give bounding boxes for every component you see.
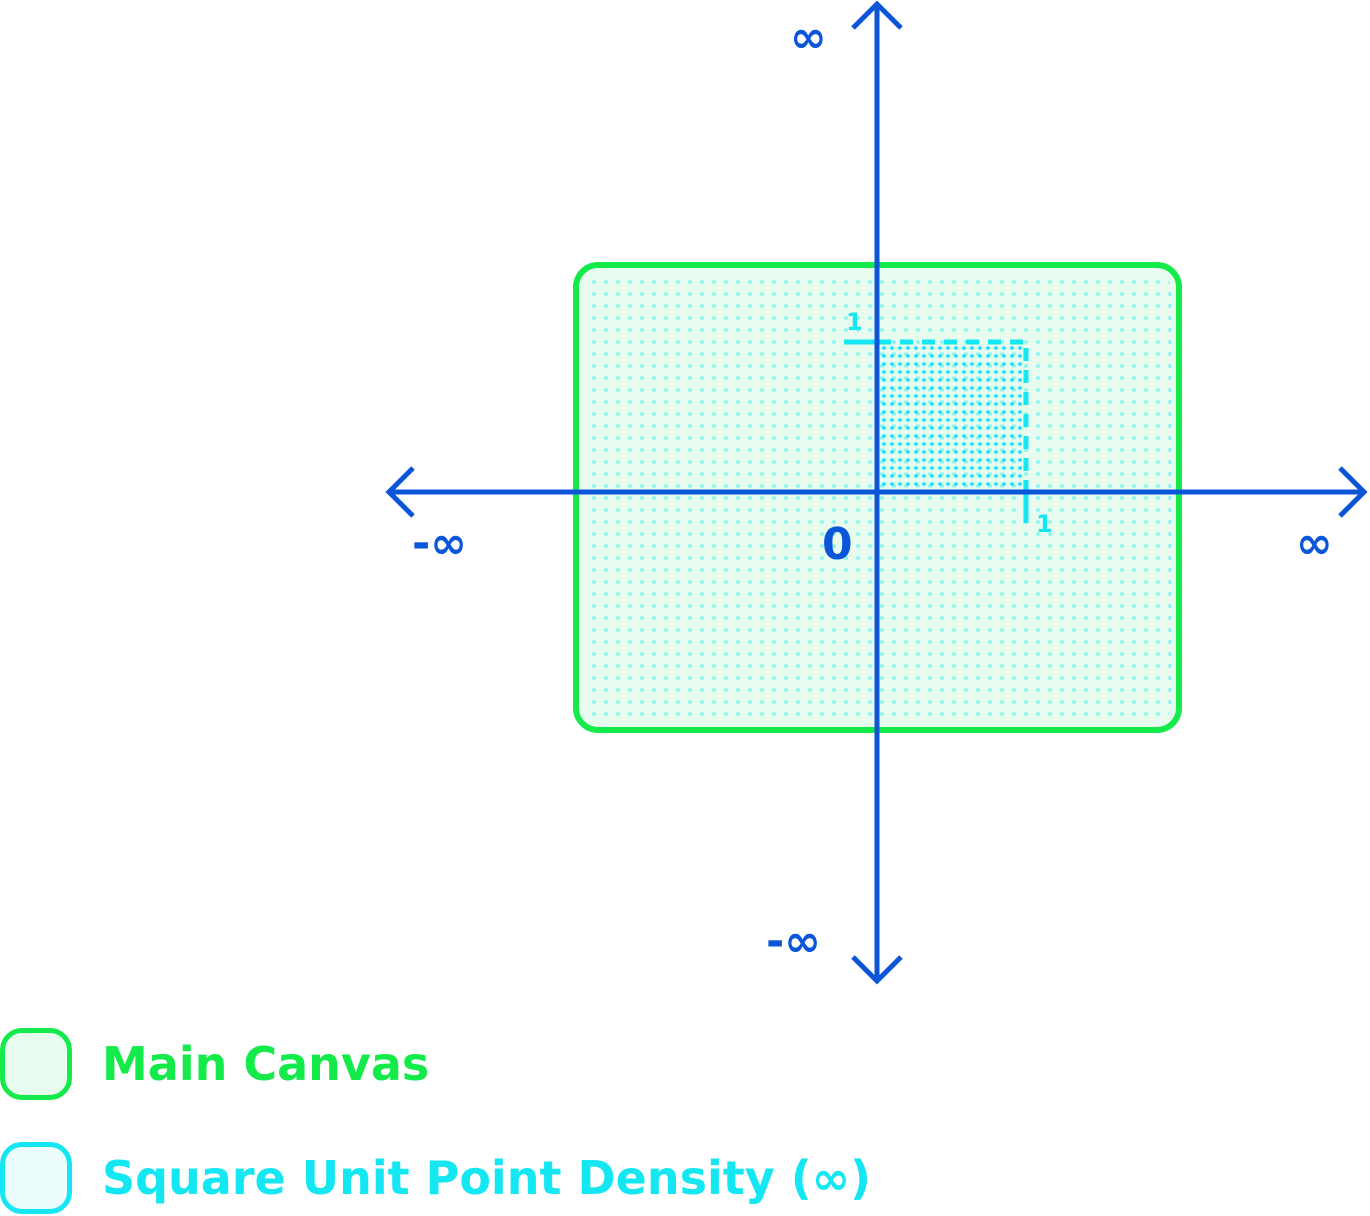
- legend-item-main-canvas: Main Canvas: [0, 1026, 429, 1102]
- unit-square-outline: [878, 339, 1029, 490]
- unit-square-density: [878, 344, 1024, 490]
- legend-label-main-canvas: Main Canvas: [102, 1037, 430, 1091]
- x-axis-left-arrowhead: [385, 466, 415, 518]
- origin-label: 0: [822, 519, 853, 570]
- legend-label-square-unit-point-density: Square Unit Point Density (∞): [102, 1151, 872, 1205]
- x-unit-label: 1: [1036, 510, 1053, 538]
- y-axis-bottom-arrowhead: [851, 955, 903, 985]
- y-axis-negative-label: -∞: [766, 916, 821, 967]
- coordinate-diagram: -∞ ∞ ∞ -∞ 0 1 1: [385, 0, 1368, 985]
- x-axis-right-arrowhead: [1338, 466, 1368, 518]
- legend: Main Canvas Square Unit Point Density (∞…: [0, 1024, 1370, 1216]
- legend-item-square-unit-point-density: Square Unit Point Density (∞): [0, 1140, 871, 1216]
- y-unit-label: 1: [846, 308, 863, 336]
- legend-swatch-main-canvas: [0, 1028, 72, 1100]
- x-axis-negative-label: -∞: [412, 518, 467, 569]
- y-axis-top-arrowhead: [851, 0, 903, 30]
- x-axis-positive-label: ∞: [1296, 518, 1333, 569]
- y-axis-positive-label: ∞: [790, 12, 827, 63]
- legend-swatch-square-unit-point-density: [0, 1142, 72, 1214]
